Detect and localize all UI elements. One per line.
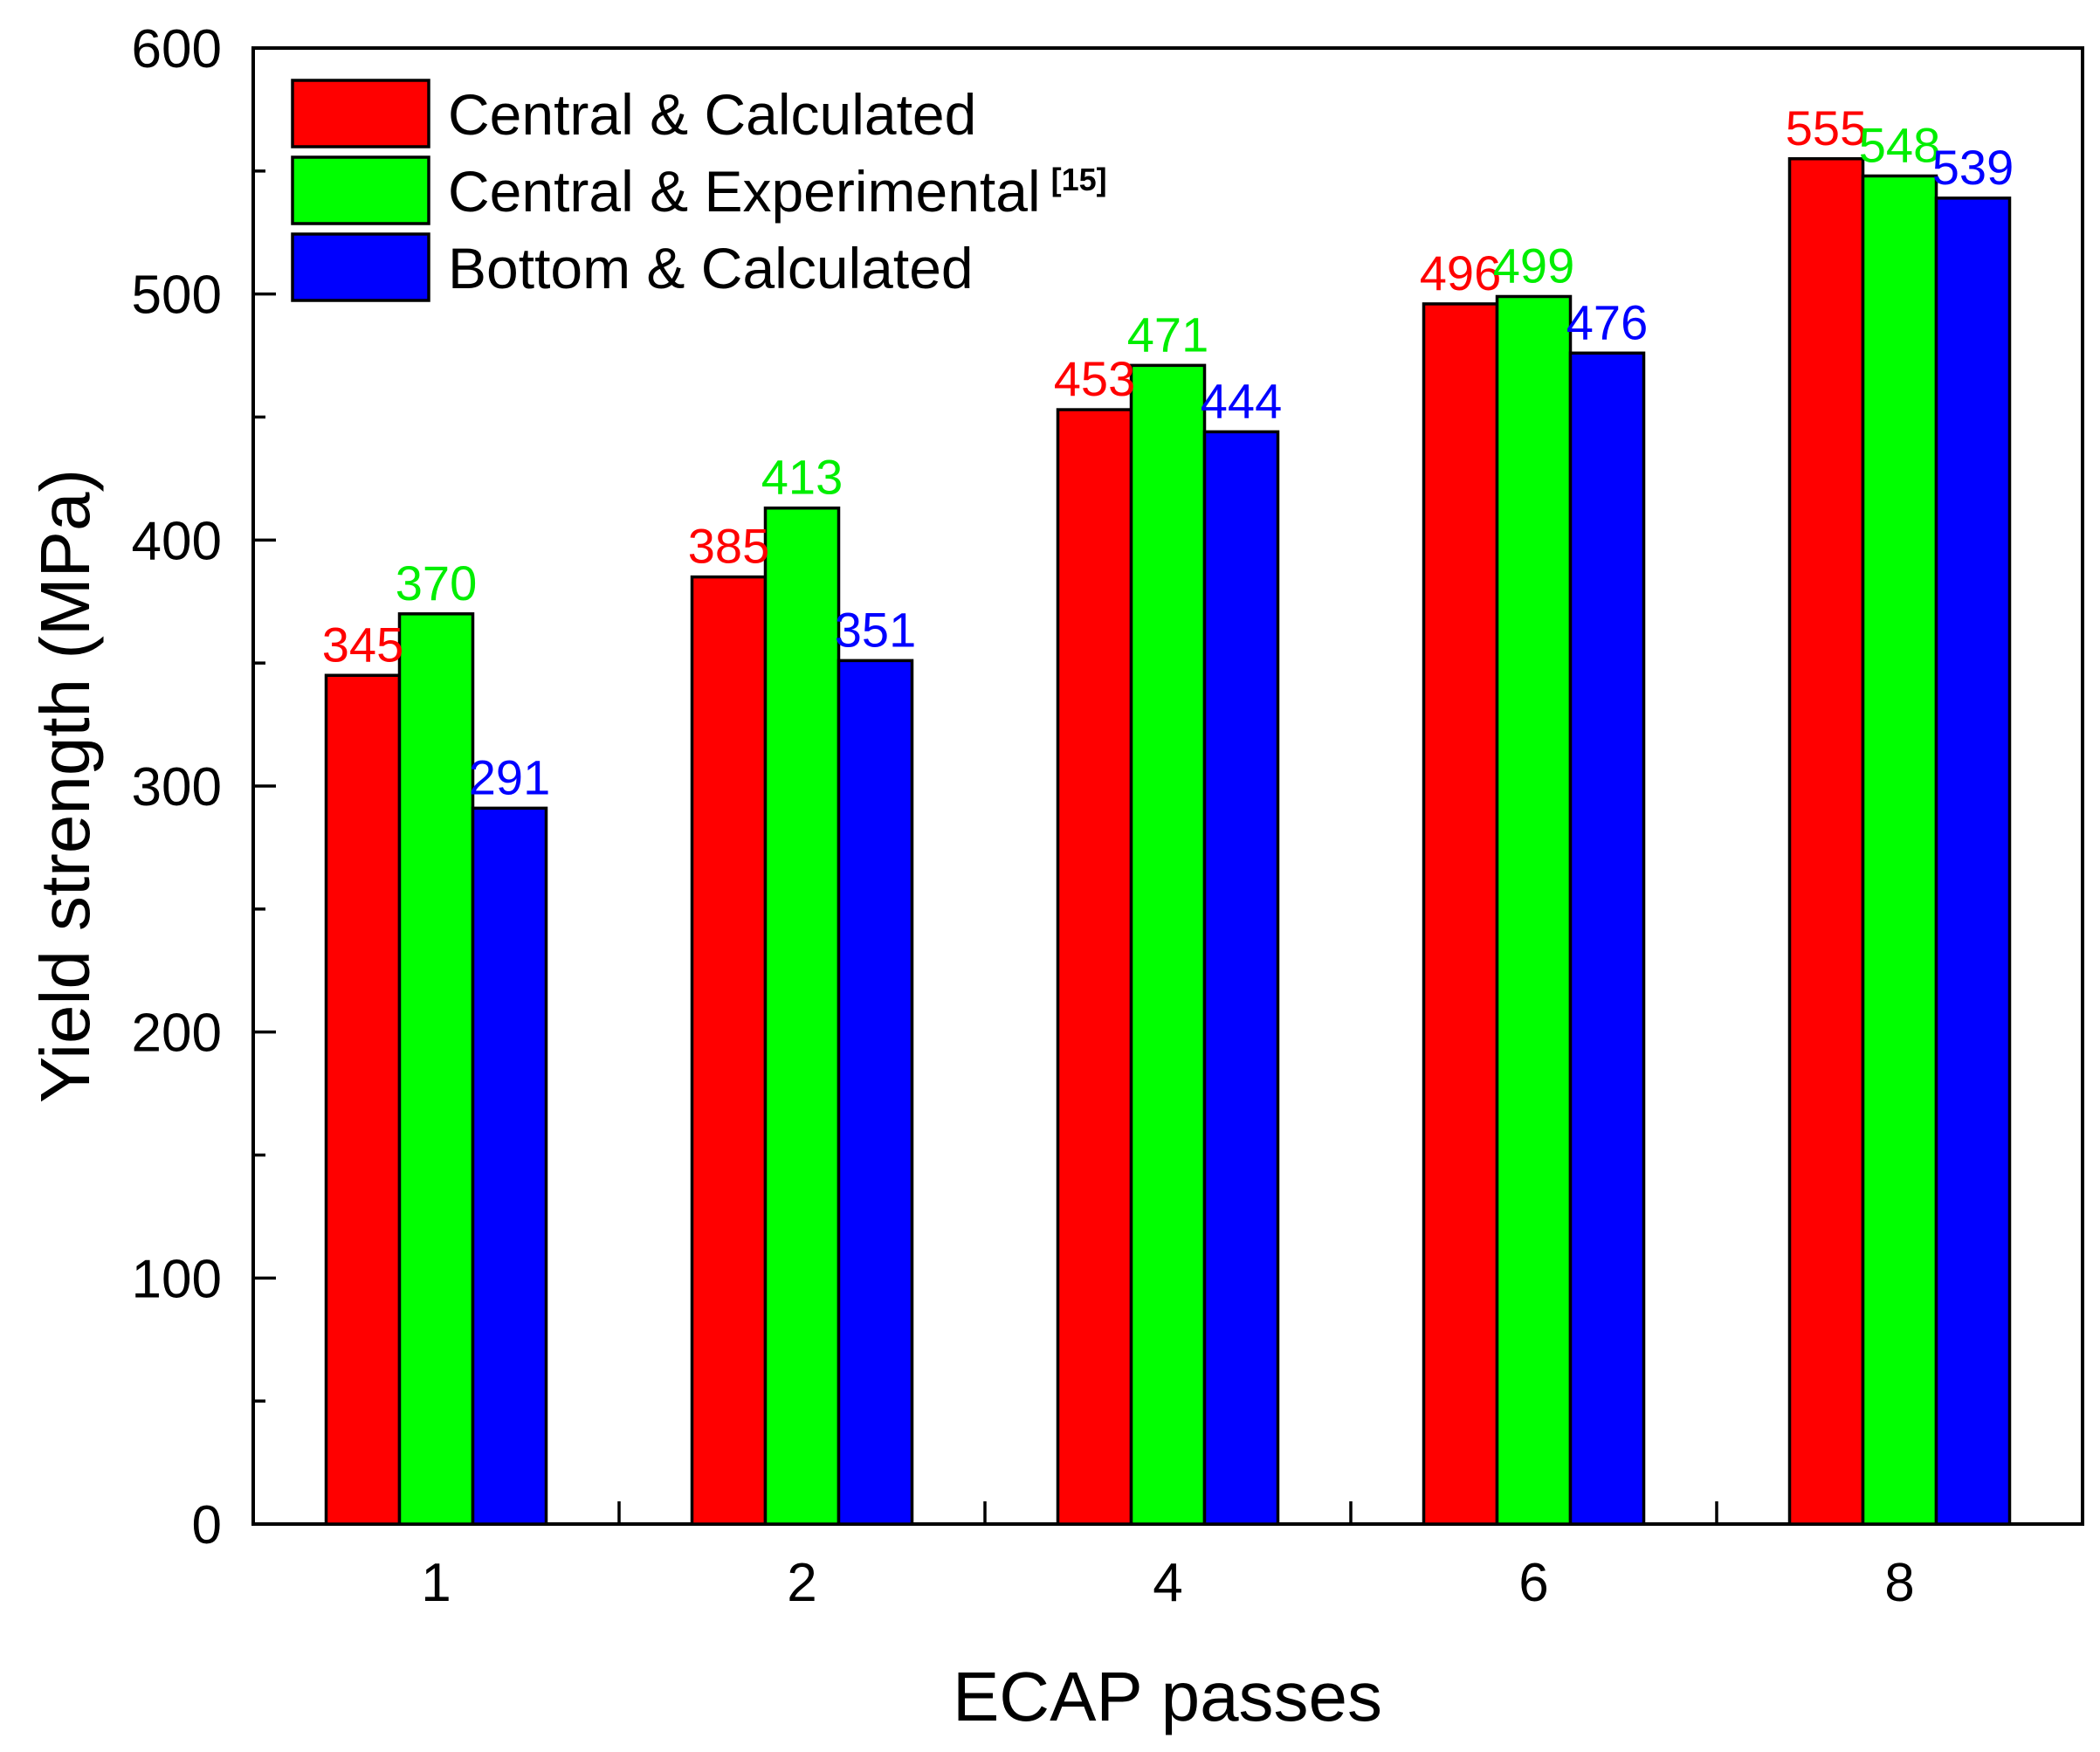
- bar: [763, 506, 841, 1526]
- bar: [471, 806, 548, 1526]
- data-label: 351: [835, 602, 916, 657]
- bar-groups: [324, 157, 2012, 1526]
- y-axis-title: Yield strength (MPa): [26, 469, 104, 1103]
- legend-label: Central & Calculated: [448, 82, 976, 147]
- data-label: 499: [1493, 238, 1574, 293]
- x-axis: 1 2 4 6 8: [421, 1501, 1915, 1613]
- bar: [324, 673, 402, 1526]
- legend: Central & Calculated Central & Experiment…: [291, 79, 1107, 302]
- bar: [1787, 157, 1865, 1526]
- data-label: 476: [1566, 294, 1648, 349]
- y-tick-label: 300: [132, 757, 222, 817]
- bar: [1129, 363, 1207, 1526]
- bar: [837, 659, 914, 1526]
- legend-label: Bottom & Calculated: [448, 236, 974, 300]
- data-label: 291: [469, 749, 550, 804]
- data-label: 548: [1859, 117, 1940, 172]
- data-label: 444: [1201, 373, 1282, 428]
- legend-swatch: [291, 79, 430, 148]
- y-tick-label: 200: [132, 1004, 222, 1064]
- y-tick-label: 400: [132, 511, 222, 571]
- legend-superscript: [15]: [1051, 162, 1107, 197]
- data-label: 453: [1054, 351, 1135, 406]
- y-tick-label: 0: [192, 1495, 222, 1555]
- bar: [1934, 197, 2012, 1526]
- bar: [1495, 294, 1573, 1526]
- bar: [690, 575, 768, 1526]
- y-axis: 0 100 200 300 400 500 600: [132, 19, 276, 1555]
- data-label: 539: [1932, 140, 2014, 195]
- legend-swatch: [291, 155, 430, 225]
- data-label: 385: [688, 519, 769, 574]
- bar: [397, 612, 475, 1526]
- x-tick-label: 2: [787, 1553, 816, 1613]
- bar: [1861, 174, 1938, 1526]
- data-labels: 3453702913854133514534714444964994765555…: [322, 100, 2014, 805]
- bar: [1056, 408, 1133, 1526]
- data-label: 555: [1786, 100, 1867, 155]
- y-tick-label: 100: [132, 1249, 222, 1309]
- x-tick-label: 1: [421, 1553, 451, 1613]
- bar: [1202, 430, 1280, 1526]
- x-tick-label: 8: [1884, 1553, 1914, 1613]
- x-tick-label: 4: [1153, 1553, 1182, 1613]
- x-axis-title: ECAP passes: [953, 1658, 1382, 1735]
- data-label: 370: [396, 555, 477, 610]
- y-tick-label: 600: [132, 19, 222, 79]
- legend-label: Central & Experimental [15]: [448, 159, 1107, 224]
- legend-swatch: [291, 232, 430, 302]
- y-tick-label: 500: [132, 266, 222, 326]
- bar: [1568, 351, 1646, 1526]
- x-tick-label: 6: [1518, 1553, 1548, 1613]
- bar: [1422, 302, 1499, 1526]
- data-label: 413: [761, 450, 843, 505]
- data-label: 471: [1127, 307, 1208, 362]
- data-label: 345: [322, 617, 403, 672]
- data-label: 496: [1420, 245, 1501, 300]
